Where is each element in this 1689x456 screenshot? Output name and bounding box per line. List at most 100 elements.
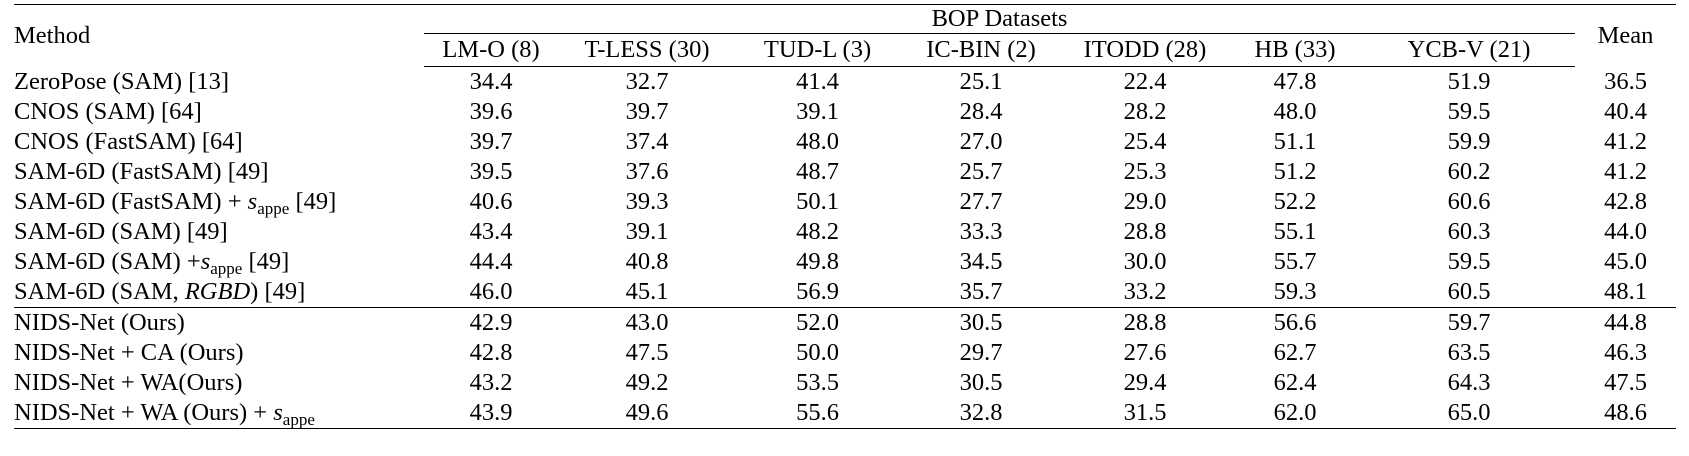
dataset-header-icbin: IC-BIN (2) [899,33,1063,67]
value-cell: 34.4 [469,67,513,95]
value-cell: 30.5 [899,307,1063,338]
value-cell-best: 62.7 [1273,338,1317,366]
value-cell: 39.7 [625,97,669,125]
method-cell: SAM-6D (FastSAM) [49] [14,157,269,185]
value-cell: 55.6 [736,398,899,429]
value-cell: 28.2 [1123,97,1167,125]
value-cell: 29.0 [1123,187,1167,215]
value-cell: 42.8 [469,338,513,366]
method-column-header: Method [14,4,424,67]
score-subscript: appe [282,409,315,429]
value-cell: 29.7 [959,338,1003,366]
mean-cell: 48.1 [1604,277,1647,305]
score-symbol: s [247,187,258,215]
value-cell: 39.5 [469,157,513,185]
value-cell: 31.5 [1063,398,1227,429]
value-cell: 39.6 [469,97,513,125]
value-cell: 48.0 [1273,97,1317,125]
value-cell: 59.7 [1363,307,1576,338]
method-cell: SAM-6D (FastSAM) + sappe [49] [14,187,424,217]
method-cell: CNOS (SAM) [64] [14,97,202,125]
value-cell: 27.6 [1123,338,1167,366]
table-row: NIDS-Net (Ours) 42.9 43.0 52.0 30.5 28.8… [14,307,1677,338]
table-row: SAM-6D (FastSAM) [49] 39.5 37.6 48.7 25.… [14,157,1676,187]
value-cell: 60.6 [1447,187,1491,215]
value-cell: 44.4 [469,247,513,275]
value-cell: 32.8 [899,398,1063,429]
value-cell: 40.6 [469,187,513,215]
value-cell: 43.2 [469,368,513,396]
method-cell: CNOS (FastSAM) [64] [14,127,243,155]
value-cell: 47.5 [625,338,669,366]
table-row: NIDS-Net + WA (Ours) + sappe 43.9 49.6 5… [14,398,1677,429]
value-cell: 60.2 [1447,157,1491,185]
value-cell: 45.1 [625,277,669,305]
value-cell: 27.7 [959,187,1003,215]
method-cell: NIDS-Net + CA (Ours) [14,338,244,366]
value-cell-best: 56.9 [796,277,839,305]
value-cell: 39.3 [625,187,669,215]
table-row: NIDS-Net + WA(Ours) 43.2 49.2 53.5 30.5 … [14,368,1676,398]
value-cell: 43.9 [424,398,558,429]
value-cell: 51.9 [1447,67,1491,95]
mean-cell: 47.5 [1604,368,1647,396]
value-cell: 56.6 [1227,307,1363,338]
value-cell: 48.7 [796,157,839,185]
mean-cell: 42.8 [1604,187,1647,215]
mean-cell: 46.3 [1604,338,1647,366]
score-symbol: s [273,398,283,426]
value-cell: 59.5 [1447,97,1491,125]
value-cell-best: 49.6 [558,398,736,429]
mean-cell: 41.2 [1604,157,1647,185]
value-cell: 64.3 [1447,368,1491,396]
table-row: ZeroPose (SAM) [13] 34.4 32.7 41.4 25.1 … [14,67,1676,98]
table-row: SAM-6D (SAM) +sappe [49] 44.4 40.8 49.8 … [14,247,1676,277]
value-cell: 59.5 [1447,247,1491,275]
value-cell: 53.5 [796,368,839,396]
dataset-header-lmo: LM-O (8) [424,33,558,67]
header-row-2: LM-O (8) T-LESS (30) TUD-L (3) IC-BIN (2… [14,33,1676,67]
value-cell: 60.3 [1447,217,1491,245]
table-row: SAM-6D (SAM) [49] 43.4 39.1 48.2 33.3 28… [14,217,1676,247]
table-row: CNOS (FastSAM) [64] 39.7 37.4 48.0 27.0 … [14,127,1676,157]
method-text: SAM-6D (FastSAM) + [14,187,248,215]
value-cell-best: 65.0 [1363,398,1576,429]
value-cell: 27.0 [959,127,1003,155]
value-cell: 51.1 [1273,127,1317,155]
method-cell: SAM-6D (SAM) [49] [14,217,228,245]
method-text: SAM-6D (SAM, [14,277,185,305]
method-cell: NIDS-Net + WA(Ours) [14,368,243,396]
value-cell: 28.8 [1063,307,1227,338]
value-cell: 30.5 [959,368,1003,396]
value-cell: 25.3 [1123,157,1167,185]
value-cell-best: 33.2 [1123,277,1167,305]
method-cell: SAM-6D (SAM) +sappe [49] [14,247,424,277]
value-cell: 25.1 [959,67,1003,95]
method-italic-text: RGBD [184,277,251,305]
dataset-header-ycbv: YCB-V (21) [1363,33,1576,67]
method-text: [49] [289,187,337,215]
value-cell: 47.8 [1273,67,1317,95]
value-cell: 60.5 [1447,277,1491,305]
table-row: SAM-6D (SAM, RGBD) [49] 46.0 45.1 56.9 3… [14,277,1676,308]
value-cell: 63.5 [1447,338,1491,366]
value-cell: 49.8 [796,247,839,275]
value-cell: 59.9 [1447,127,1491,155]
value-cell: 22.4 [1123,67,1167,95]
score-subscript: appe [210,258,243,278]
value-cell: 59.3 [1273,277,1317,305]
mean-cell: 44.0 [1604,217,1647,245]
value-cell: 25.7 [959,157,1003,185]
mean-cell: 40.4 [1604,97,1647,125]
value-cell: 32.7 [625,67,669,95]
method-cell: NIDS-Net (Ours) [14,307,424,338]
value-cell: 39.1 [796,97,839,125]
value-cell: 37.6 [625,157,669,185]
value-cell: 62.0 [1227,398,1363,429]
mean-cell: 41.2 [1604,127,1647,155]
value-cell: 55.7 [1273,247,1317,275]
value-cell: 33.3 [959,217,1003,245]
value-cell: 39.7 [469,127,513,155]
mean-cell: 45.0 [1604,247,1647,275]
